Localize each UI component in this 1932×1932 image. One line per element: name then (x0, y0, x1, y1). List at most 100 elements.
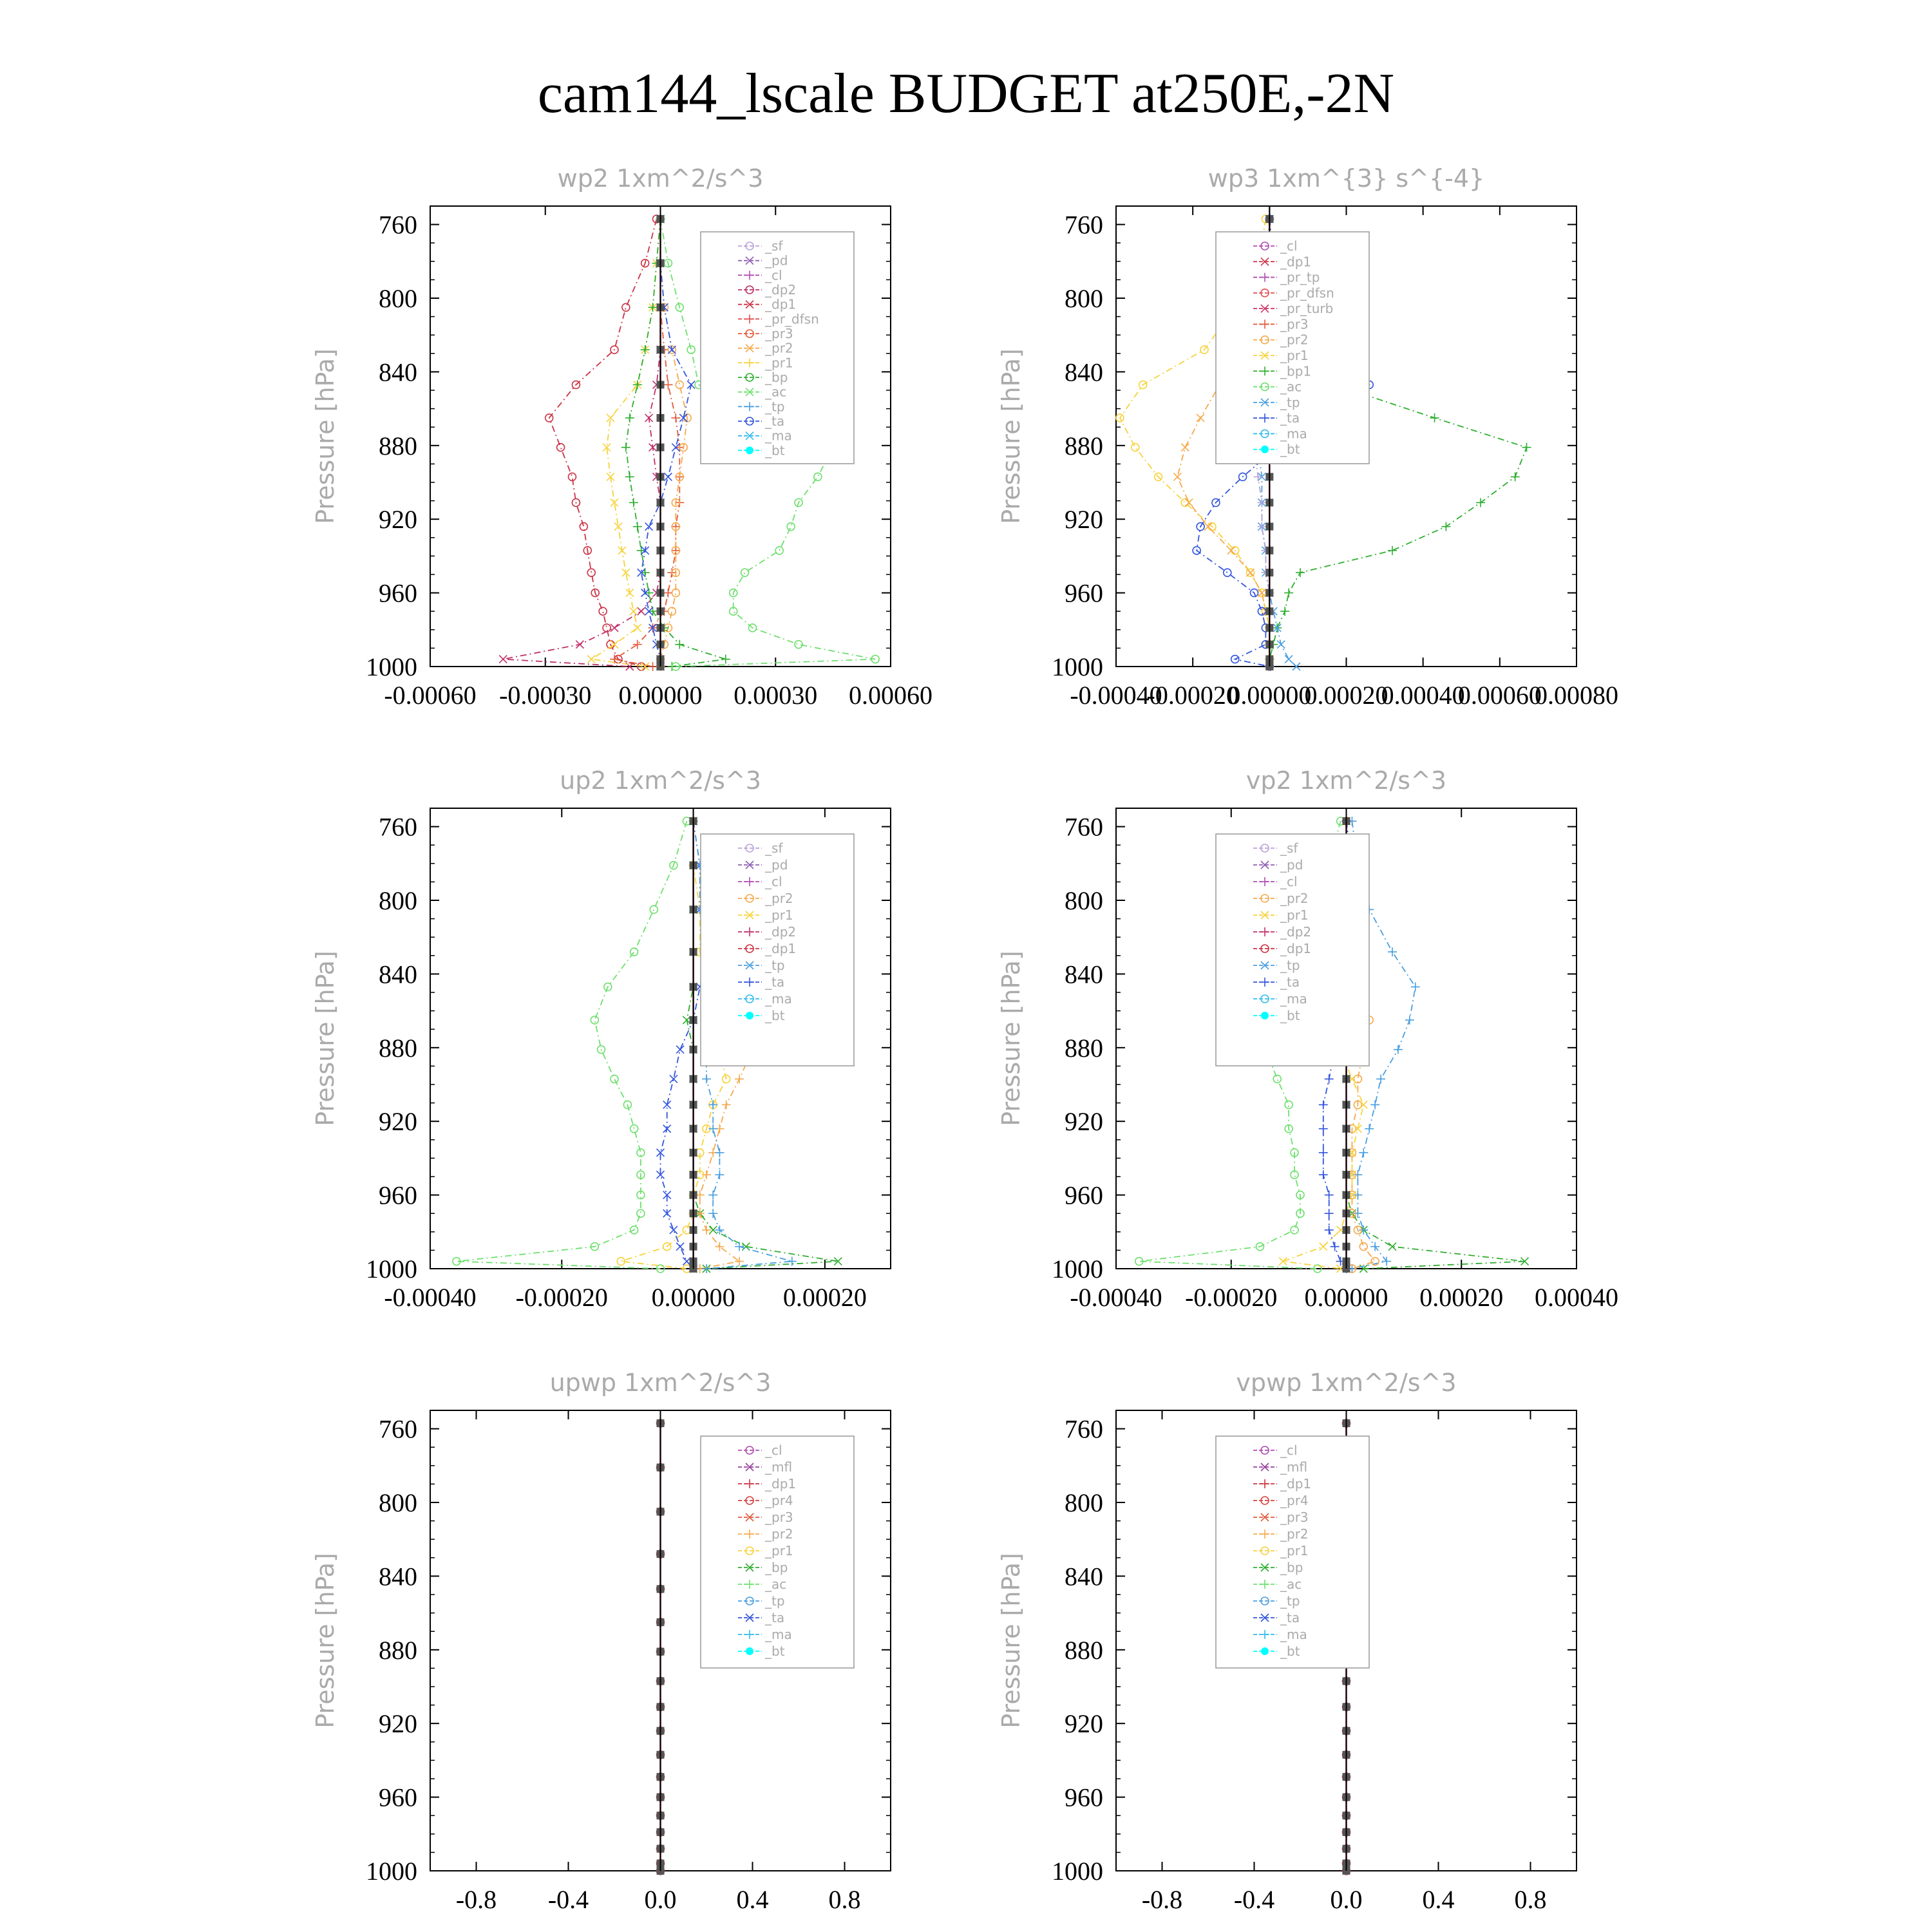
y-tick-label: 880 (379, 1034, 417, 1063)
series-line (1351, 820, 1416, 1269)
y-tick-label: 800 (1065, 886, 1103, 915)
data-point (1324, 1225, 1334, 1235)
y-tick-label: 920 (1065, 1107, 1103, 1136)
data-point (583, 546, 592, 555)
y-tick-label: 960 (1065, 1181, 1103, 1210)
legend-marker (745, 314, 754, 324)
legend-label: _sf (764, 238, 783, 254)
legend-label: _pd (1280, 857, 1303, 873)
data-point (1319, 1242, 1328, 1251)
data-point (721, 1100, 731, 1110)
data-point (602, 443, 611, 452)
legend-marker (1260, 860, 1269, 869)
legend-marker (745, 1630, 754, 1639)
legend-label: _cl (1280, 874, 1298, 889)
x-tick-label: 0.00040 (1535, 1283, 1618, 1312)
legend-label: _tp (764, 399, 785, 414)
y-tick-label: 960 (379, 1783, 417, 1812)
data-point (1388, 545, 1397, 555)
legend-marker (1260, 877, 1269, 886)
y-tick-label: 920 (379, 1107, 417, 1136)
panel-title: wp3 1xm^{3} s^{-4} (1208, 164, 1484, 193)
legend-label: _pr1 (764, 907, 793, 923)
y-tick-label: 840 (379, 960, 417, 989)
legend-label: _bp (764, 370, 788, 385)
data-point (1255, 1242, 1265, 1251)
data-point (667, 607, 677, 616)
legend-label: _tp (1280, 1593, 1300, 1609)
data-point (663, 588, 673, 598)
data-point (1296, 1209, 1305, 1218)
y-axis-label: Pressure [hPa] (311, 951, 339, 1126)
legend-label: _tp (1280, 958, 1300, 973)
data-point (633, 623, 642, 632)
legend-label: _bp (764, 1560, 788, 1575)
data-point (1153, 472, 1163, 482)
data-point (1180, 443, 1189, 452)
y-tick-label: 920 (379, 505, 417, 534)
x-tick-label: 0.00040 (1381, 681, 1465, 710)
data-point (636, 1190, 645, 1200)
legend-label: _ta (764, 413, 784, 429)
data-point (682, 1226, 692, 1235)
data-point (1359, 1242, 1368, 1251)
y-tick-label: 760 (379, 813, 417, 842)
data-point (1245, 568, 1255, 577)
data-point (1382, 1256, 1392, 1266)
legend-label: _cl (1280, 238, 1298, 254)
data-point (1284, 1100, 1293, 1110)
data-point (728, 588, 738, 598)
legend-marker (1260, 961, 1269, 970)
data-point (667, 345, 676, 354)
data-point (715, 1242, 724, 1251)
data-point (671, 443, 680, 452)
data-point (715, 1225, 724, 1235)
data-point (1245, 568, 1255, 577)
legend-marker (746, 446, 753, 455)
y-tick-label: 960 (379, 579, 417, 608)
y-tick-label: 760 (1065, 813, 1103, 842)
data-point (1273, 623, 1282, 632)
data-point (1410, 982, 1420, 992)
legend-label: _ta (1280, 974, 1300, 990)
legend-marker (1260, 242, 1269, 251)
data-point (708, 1190, 718, 1200)
legend-label: _tp (764, 1593, 785, 1609)
legend-label: _tp (764, 958, 785, 973)
x-tick-label: 0.00060 (1458, 681, 1542, 710)
legend-marker (745, 911, 754, 920)
data-point (1222, 568, 1232, 577)
legend-marker (1260, 894, 1269, 903)
data-point (675, 472, 685, 482)
data-point (675, 639, 685, 649)
data-point (735, 1242, 744, 1251)
data-point (682, 1016, 691, 1025)
data-point (748, 623, 757, 632)
x-tick-label: 0.00000 (619, 681, 703, 710)
legend-label: _bt (764, 1008, 785, 1023)
data-point (682, 1256, 691, 1266)
data-point (871, 654, 880, 664)
x-tick-label: -0.00020 (1185, 1283, 1277, 1312)
data-point (1370, 1242, 1380, 1251)
data-point (1211, 498, 1220, 507)
legend-label: _ac (764, 1577, 786, 1592)
data-point (663, 1100, 672, 1110)
x-tick-label: -0.4 (1234, 1885, 1274, 1914)
y-tick-label: 880 (1065, 431, 1103, 460)
data-point (721, 1074, 731, 1084)
y-tick-label: 920 (1065, 1709, 1103, 1738)
legend-label: _sf (1280, 840, 1298, 856)
legend-label: _ma (1280, 426, 1307, 441)
data-point (1353, 1226, 1363, 1235)
legend-marker (745, 927, 754, 936)
y-axis-label: Pressure [hPa] (997, 1553, 1025, 1728)
data-point (1353, 1100, 1363, 1110)
data-point (1324, 1190, 1334, 1200)
panel-title: vp2 1xm^2/s^3 (1246, 766, 1446, 795)
data-point (1284, 654, 1293, 664)
y-tick-label: 1000 (1052, 652, 1103, 681)
data-point (671, 546, 681, 555)
data-point (1388, 1242, 1397, 1251)
y-axis-label: Pressure [hPa] (997, 348, 1025, 524)
